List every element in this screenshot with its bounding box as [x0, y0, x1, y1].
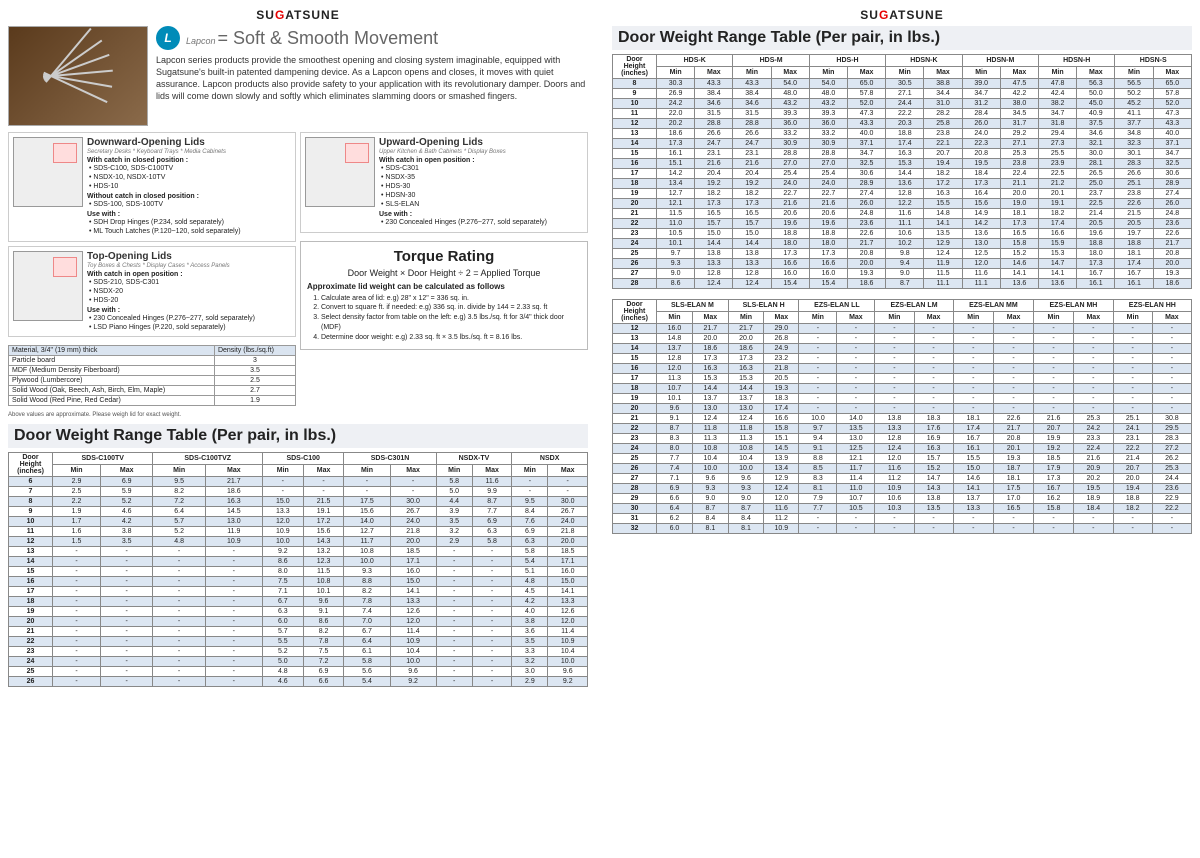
hero-image: [8, 26, 148, 126]
torque-sub: Approximate lid weight can be calculated…: [307, 282, 581, 291]
top-lids-box: Top-Opening Lids Toy Boxes & Chests * Di…: [8, 246, 296, 337]
lapcon-name: Lapcon: [186, 36, 216, 46]
table1-title: Door Weight Range Table (Per pair, in lb…: [8, 424, 588, 448]
lapcon-icon: L: [156, 26, 180, 50]
upward-lids-box: Upward-Opening Lids Upper Kitchen & Bath…: [300, 132, 588, 233]
torque-box: Torque Rating Door Weight × Door Height …: [300, 241, 588, 350]
table3: Door Height (inches)SLS-ELAN MSLS-ELAN H…: [612, 299, 1192, 534]
table2: Door Height (inches)HDS-KHDS-MHDS-HHDSN-…: [612, 54, 1192, 289]
table2-title: Door Weight Range Table (Per pair, in lb…: [612, 26, 1192, 50]
up-lid-image: [305, 137, 375, 207]
top-lid-image: [13, 251, 83, 321]
up-title: Upward-Opening Lids: [379, 137, 583, 148]
table1: Door Height (inches)SDS-C100TVSDS-C100TV…: [8, 452, 588, 687]
top-sub: Toy Boxes & Chests * Display Cases * Acc…: [87, 263, 291, 269]
materials-note: Above values are approximate. Please wei…: [8, 412, 296, 418]
down-sub: Secretary Desks * Keyboard Trays * Media…: [87, 149, 291, 155]
torque-formula: Door Weight × Door Height ÷ 2 = Applied …: [307, 268, 581, 278]
brand-logo-right: SUGATSUNE: [612, 8, 1192, 22]
down-title: Downward-Opening Lids: [87, 137, 291, 148]
top-title: Top-Opening Lids: [87, 251, 291, 262]
up-sub: Upper Kitchen & Bath Cabinets * Display …: [379, 149, 583, 155]
brand-logo: SUGATSUNE: [8, 8, 588, 22]
torque-title: Torque Rating: [307, 248, 581, 265]
intro-text: Lapcon series products provide the smoot…: [156, 54, 588, 103]
materials-table: Material, 3/4" (19 mm) thickDensity (lbs…: [8, 345, 296, 406]
down-lid-image: [13, 137, 83, 207]
downward-lids-box: Downward-Opening Lids Secretary Desks * …: [8, 132, 296, 242]
lapcon-tagline: = Soft & Smooth Movement: [217, 28, 438, 48]
